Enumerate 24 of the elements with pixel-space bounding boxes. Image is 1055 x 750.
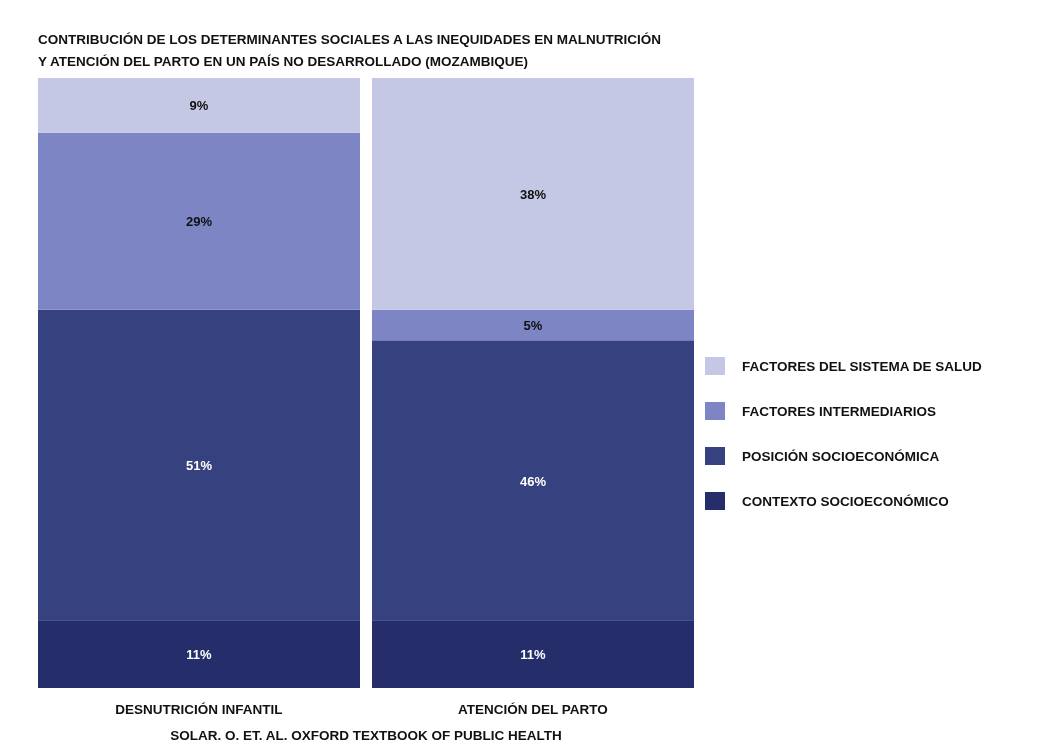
bar (372, 340, 694, 621)
data-label: 38% (519, 186, 547, 202)
bar (38, 620, 360, 688)
data-label: 46% (519, 473, 547, 489)
data-label: 29% (185, 214, 213, 230)
data-label: 11% (520, 647, 547, 663)
data-label: 5% (523, 318, 543, 334)
bar (38, 309, 360, 621)
legend-label: FACTORES DEL SISTEMA DE SALUD (742, 359, 983, 374)
legend-label: FACTORES INTERMEDIARIOS (742, 404, 937, 419)
bar (38, 132, 360, 310)
text: SOLAR. O. ET. AL. OXFORD TEXTBOOK OF PUBLIC HEALTH (170, 728, 562, 743)
data-label: 9% (189, 98, 209, 114)
bar (38, 78, 360, 133)
chart-title: CONTRIBUCIÓN DE LOS DETERMINANTES SOCIALES A LAS INEQUIDADES EN MALNUTRICIÓN Y ATENCIÓN DEL PARTO EN UN PAÍS NO DESARROLLADO (MOZAMBIQUE) (38, 32, 662, 69)
legend-label: CONTEXTO SOCIOECONÓMICO (742, 494, 949, 509)
x-tick-label: ATENCIÓN DEL PARTO (458, 702, 608, 717)
bar (372, 620, 694, 688)
x-tick-label: DESNUTRICIÓN INFANTIL (115, 702, 283, 717)
bar (372, 78, 694, 310)
data-label: 11% (186, 647, 213, 663)
legend-label: POSICIÓN SOCIOECONÓMICA (742, 449, 940, 464)
bar (372, 309, 694, 341)
data-label: 51% (185, 458, 213, 474)
